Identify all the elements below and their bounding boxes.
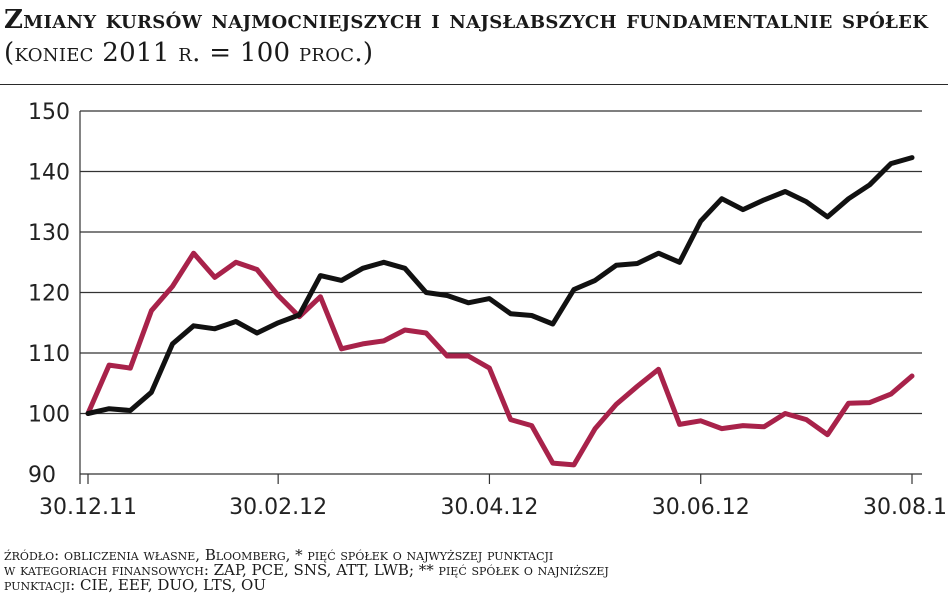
source-line-1: źródło: obliczenia własne, Bloomberg, * … bbox=[4, 546, 554, 564]
source-line-2: w kategoriach finansowych: ZAP, PCE, SNS… bbox=[4, 561, 609, 579]
x-tick-label: 30.02.12 bbox=[229, 495, 327, 520]
y-tick-label: 140 bbox=[28, 161, 70, 186]
series-line-strongest bbox=[85, 155, 915, 416]
title-divider bbox=[0, 84, 948, 85]
chart-title-main: Zmiany kursów najmocniejszych i najsłabs… bbox=[4, 5, 929, 35]
chart-title-note: (koniec 2011 r. = 100 proc.) bbox=[4, 38, 374, 68]
chart-grid bbox=[80, 110, 922, 475]
source-line-3: punktacji: CIE, EEF, DUO, LTS, OU bbox=[4, 576, 266, 594]
y-tick-label: 130 bbox=[28, 221, 70, 246]
y-tick-label: 90 bbox=[28, 463, 56, 488]
chart-series bbox=[85, 155, 915, 468]
x-tick-label: 30.06.12 bbox=[652, 495, 750, 520]
y-tick-label: 120 bbox=[28, 282, 70, 307]
series-line-weakest bbox=[85, 250, 915, 468]
y-tick-label: 150 bbox=[28, 100, 70, 125]
source-note: źródło: obliczenia własne, Bloomberg, * … bbox=[4, 548, 944, 593]
y-tick-label: 100 bbox=[28, 403, 70, 428]
x-tick-label: 30.08.12 bbox=[863, 495, 948, 520]
x-tick-label: 30.04.12 bbox=[440, 495, 538, 520]
x-axis: 30.12.11 30.02.12 30.04.12 30.06.12 30.08.12 bbox=[39, 111, 948, 520]
y-tick-label: 110 bbox=[28, 342, 70, 367]
chart-title: Zmiany kursów najmocniejszych i najsłabs… bbox=[4, 4, 944, 70]
y-axis-labels: 150 140 130 120 110 100 90 bbox=[28, 100, 70, 488]
x-tick-label: 30.12.11 bbox=[39, 495, 137, 520]
